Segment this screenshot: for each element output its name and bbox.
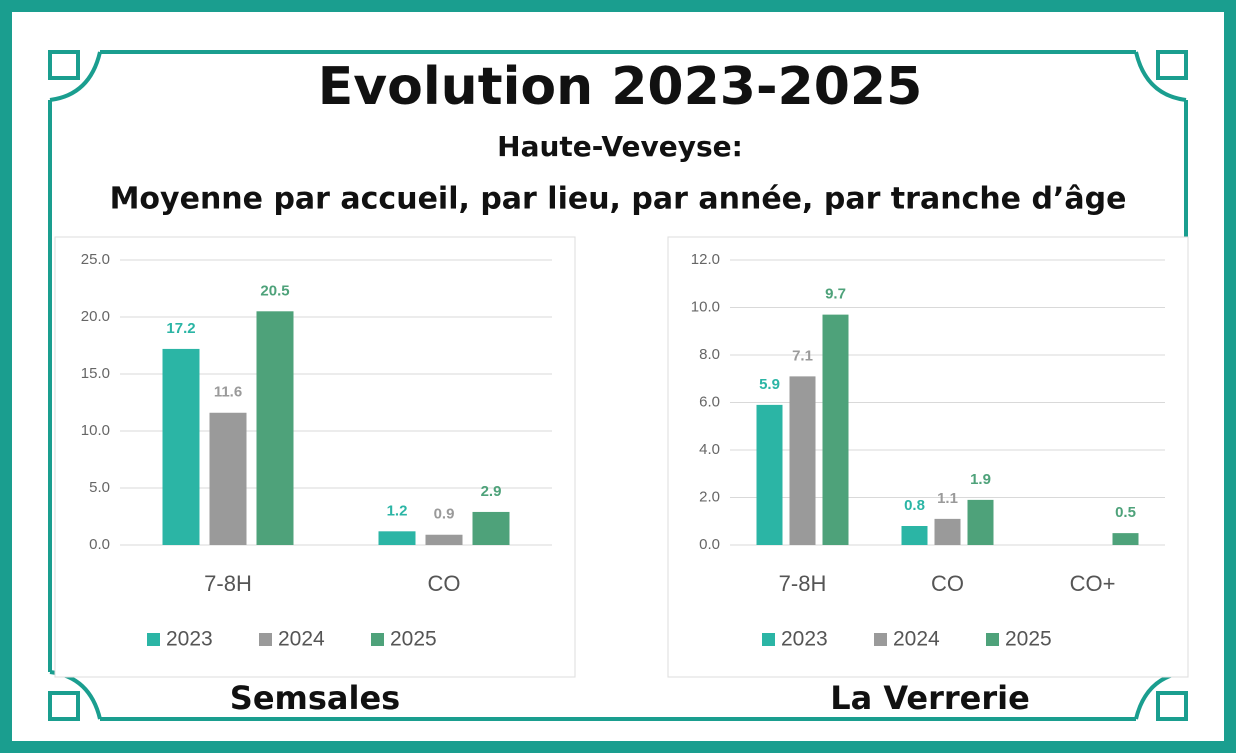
y-tick-label: 4.0 [699, 441, 720, 458]
legend-label: 2023 [781, 628, 828, 651]
y-tick-label: 25.0 [81, 251, 110, 268]
y-tick-label: 10.0 [81, 422, 110, 439]
panel [54, 236, 576, 678]
x-tick-label: CO [931, 571, 964, 596]
subtitle: Haute-Veveyse: [497, 130, 743, 163]
bar [378, 531, 416, 545]
data-label: 7.1 [792, 347, 813, 364]
legend-swatch [874, 633, 887, 646]
data-label: 11.6 [214, 384, 242, 401]
y-tick-label: 0.0 [699, 536, 720, 553]
x-tick-label: 7-8H [779, 571, 827, 596]
data-label: 9.7 [825, 286, 846, 303]
chart-title: Semsales [230, 679, 400, 717]
y-tick-label: 8.0 [699, 346, 720, 363]
x-tick-label: CO+ [1070, 571, 1116, 596]
legend-label: 2024 [278, 628, 325, 651]
data-label: 1.1 [937, 490, 958, 507]
legend-swatch [371, 633, 384, 646]
bar [162, 348, 200, 545]
y-tick-label: 10.0 [691, 298, 720, 315]
data-label: 0.5 [1115, 504, 1136, 521]
bar [967, 499, 994, 545]
data-label: 17.2 [166, 320, 195, 337]
y-tick-label: 0.0 [89, 536, 110, 553]
description: Moyenne par accueil, par lieu, par année… [110, 182, 1127, 217]
data-label: 1.9 [970, 471, 991, 488]
legend-swatch [147, 633, 160, 646]
bar [789, 376, 816, 545]
y-tick-label: 12.0 [691, 251, 720, 268]
legend-label: 2025 [390, 628, 437, 651]
panel [667, 236, 1189, 678]
legend-swatch [762, 633, 775, 646]
bar [1112, 533, 1139, 545]
bar [934, 518, 961, 545]
inner-frame [48, 50, 1188, 721]
data-label: 0.9 [434, 506, 455, 523]
data-label: 2.9 [481, 483, 502, 500]
bar [472, 511, 510, 545]
chart-title: La Verrerie [830, 679, 1030, 717]
bar [256, 311, 294, 545]
data-label: 20.5 [260, 282, 289, 299]
bar [756, 404, 783, 545]
x-tick-label: CO [428, 571, 461, 596]
legend-swatch [986, 633, 999, 646]
y-tick-label: 20.0 [81, 308, 110, 325]
data-label: 1.2 [387, 502, 408, 519]
data-label: 0.8 [904, 497, 925, 514]
bar [822, 314, 849, 545]
y-tick-label: 5.0 [89, 479, 110, 496]
title: Evolution 2023-2025 [318, 57, 923, 117]
bar [901, 526, 928, 545]
x-tick-label: 7-8H [204, 571, 252, 596]
legend-label: 2023 [166, 628, 213, 651]
bar [425, 534, 463, 545]
data-label: 5.9 [759, 376, 780, 393]
y-tick-label: 2.0 [699, 488, 720, 505]
bar [209, 412, 247, 545]
y-tick-label: 6.0 [699, 393, 720, 410]
legend-swatch [259, 633, 272, 646]
y-tick-label: 15.0 [81, 365, 110, 382]
legend-label: 2024 [893, 628, 940, 651]
legend-label: 2025 [1005, 628, 1052, 651]
